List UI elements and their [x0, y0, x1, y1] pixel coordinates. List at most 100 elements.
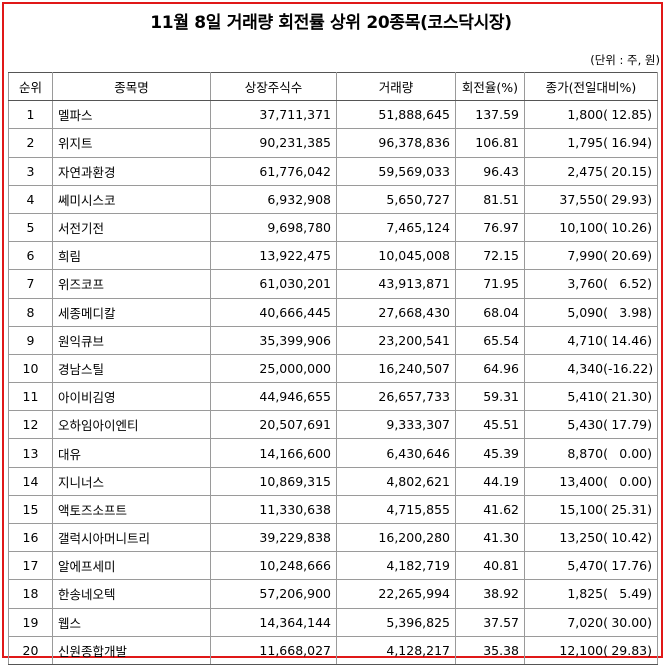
cell-shares: 14,166,600 — [210, 438, 337, 468]
cell-rank: 6 — [8, 241, 53, 271]
cell-change-pct: 17.76) — [611, 558, 652, 574]
table-row: 13 대유 14,166,600 6,430,646 45.39 8,870(0.00) — [8, 438, 658, 468]
cell-price: 8,870(0.00) — [524, 438, 658, 468]
cell-price: 7,020(30.00) — [524, 607, 658, 637]
cell-shares: 11,668,027 — [210, 635, 337, 665]
table-row: 15 액토즈소프트 11,330,638 4,715,855 41.62 15,100(2… — [8, 494, 658, 525]
cell-shares: 39,229,838 — [210, 522, 337, 553]
cell-rank: 3 — [8, 156, 53, 186]
cell-price: 2,475(20.15) — [524, 156, 658, 186]
turnover-table: 순위 종목명 상장주식수 거래량 회전율(%) 종가(전일대비%) 1 멜파스 37… — [8, 71, 658, 665]
cell-price: 5,430(17.79) — [524, 410, 658, 440]
col-header-rank: 순위 — [8, 71, 53, 102]
cell-price: 37,550(29.93) — [524, 184, 658, 214]
cell-volume: 23,200,541 — [336, 325, 456, 355]
cell-close-price: 3,760( — [567, 276, 608, 292]
cell-volume: 16,200,280 — [336, 522, 456, 553]
cell-shares: 25,000,000 — [210, 353, 337, 384]
cell-rank: 4 — [8, 184, 53, 214]
cell-turnover: 81.51 — [455, 184, 525, 214]
cell-name: 경남스틸 — [52, 353, 211, 384]
cell-rank: 10 — [8, 353, 53, 384]
cell-turnover: 72.15 — [455, 241, 525, 271]
cell-close-price: 10,100( — [559, 220, 608, 236]
cell-change-pct: 20.69) — [611, 248, 652, 264]
cell-name: 한송네오텍 — [52, 579, 211, 609]
cell-turnover: 65.54 — [455, 325, 525, 355]
cell-turnover: 41.62 — [455, 494, 525, 525]
cell-change-pct: 29.83) — [611, 642, 652, 658]
cell-turnover: 96.43 — [455, 156, 525, 186]
cell-volume: 16,240,507 — [336, 353, 456, 384]
cell-volume: 59,569,033 — [336, 156, 456, 186]
cell-price: 12,100(29.83) — [524, 635, 658, 665]
cell-name: 신원종합개발 — [52, 635, 211, 665]
cell-name: 세종메디칼 — [52, 297, 211, 327]
cell-close-price: 7,020( — [567, 614, 608, 630]
cell-rank: 16 — [8, 522, 53, 553]
cell-shares: 61,030,201 — [210, 269, 337, 299]
cell-close-price: 8,870( — [567, 445, 608, 461]
col-header-volume: 거래량 — [336, 71, 456, 102]
cell-close-price: 7,990( — [567, 248, 608, 264]
cell-price: 13,250(10.42) — [524, 522, 658, 553]
cell-close-price: 15,100( — [559, 501, 608, 517]
cell-volume: 9,333,307 — [336, 410, 456, 440]
cell-rank: 1 — [8, 100, 53, 130]
col-header-name: 종목명 — [52, 71, 211, 102]
table-row: 2 위지트 90,231,385 96,378,836 106.81 1,795(16.9… — [8, 128, 658, 158]
table-row: 5 서전기전 9,698,780 7,465,124 76.97 10,100(10.26… — [8, 212, 658, 243]
cell-change-pct: 14.46) — [611, 332, 652, 348]
cell-shares: 90,231,385 — [210, 128, 337, 158]
cell-turnover: 71.95 — [455, 269, 525, 299]
cell-close-price: 37,550( — [559, 191, 608, 207]
cell-shares: 61,776,042 — [210, 156, 337, 186]
table-row: 4 쎄미시스코 6,932,908 5,650,727 81.51 37,550(29.9… — [8, 184, 658, 214]
cell-change-pct: -16.22) — [608, 360, 654, 376]
cell-volume: 10,045,008 — [336, 241, 456, 271]
cell-name: 오하임아이엔티 — [52, 410, 211, 440]
cell-price: 10,100(10.26) — [524, 212, 658, 243]
table-row: 6 희림 13,922,475 10,045,008 72.15 7,990(20.69) — [8, 241, 658, 271]
cell-close-price: 13,250( — [559, 530, 608, 546]
cell-volume: 4,182,719 — [336, 551, 456, 581]
cell-shares: 14,364,144 — [210, 607, 337, 637]
cell-shares: 11,330,638 — [210, 494, 337, 525]
cell-turnover: 45.51 — [455, 410, 525, 440]
cell-change-pct: 6.52) — [619, 276, 652, 292]
cell-close-price: 1,800( — [567, 107, 608, 123]
cell-change-pct: 25.31) — [611, 501, 652, 517]
cell-name: 멜파스 — [52, 100, 211, 130]
unit-note: (단위 : 주, 원) — [590, 53, 660, 67]
cell-rank: 2 — [8, 128, 53, 158]
cell-turnover: 37.57 — [455, 607, 525, 637]
cell-price: 7,990(20.69) — [524, 241, 658, 271]
cell-price: 5,470(17.76) — [524, 551, 658, 581]
table-row: 1 멜파스 37,711,371 51,888,645 137.59 1,800(12.8… — [8, 100, 658, 130]
cell-price: 5,410(21.30) — [524, 382, 658, 412]
cell-change-pct: 21.30) — [611, 389, 652, 405]
cell-name: 액토즈소프트 — [52, 494, 211, 525]
cell-close-price: 5,470( — [567, 558, 608, 574]
cell-change-pct: 12.85) — [611, 107, 652, 123]
cell-price: 3,760( 6.52) — [524, 269, 658, 299]
col-header-turnover: 회전율(%) — [455, 71, 525, 102]
cell-shares: 40,666,445 — [210, 297, 337, 327]
col-header-price: 종가(전일대비%) — [524, 71, 658, 102]
cell-shares: 13,922,475 — [210, 241, 337, 271]
cell-price: 5,090(3.98) — [524, 297, 658, 327]
table-row: 20 신원종합개발 11,668,027 4,128,217 35.38 12,100(2… — [8, 635, 658, 665]
cell-name: 자연과환경 — [52, 156, 211, 186]
cell-name: 대유 — [52, 438, 211, 468]
page-title: 11월 8일 거래량 회전률 상위 20종목(코스닥시장) — [150, 13, 512, 33]
cell-shares: 10,869,315 — [210, 466, 337, 496]
cell-change-pct: 3.98) — [619, 304, 652, 320]
table-row: 17 알에프세미 10,248,666 4,182,719 40.81 5,470(17.… — [8, 551, 658, 581]
cell-name: 알에프세미 — [52, 551, 211, 581]
cell-volume: 43,913,871 — [336, 269, 456, 299]
cell-change-pct: 17.79) — [611, 417, 652, 433]
cell-name: 희림 — [52, 241, 211, 271]
cell-rank: 11 — [8, 382, 53, 412]
table-row: 12 오하임아이엔티 20,507,691 9,333,307 45.51 5,430(1… — [8, 410, 658, 440]
table-row: 7 위즈코프 61,030,201 43,913,871 71.95 3,760(6.52… — [8, 269, 658, 299]
